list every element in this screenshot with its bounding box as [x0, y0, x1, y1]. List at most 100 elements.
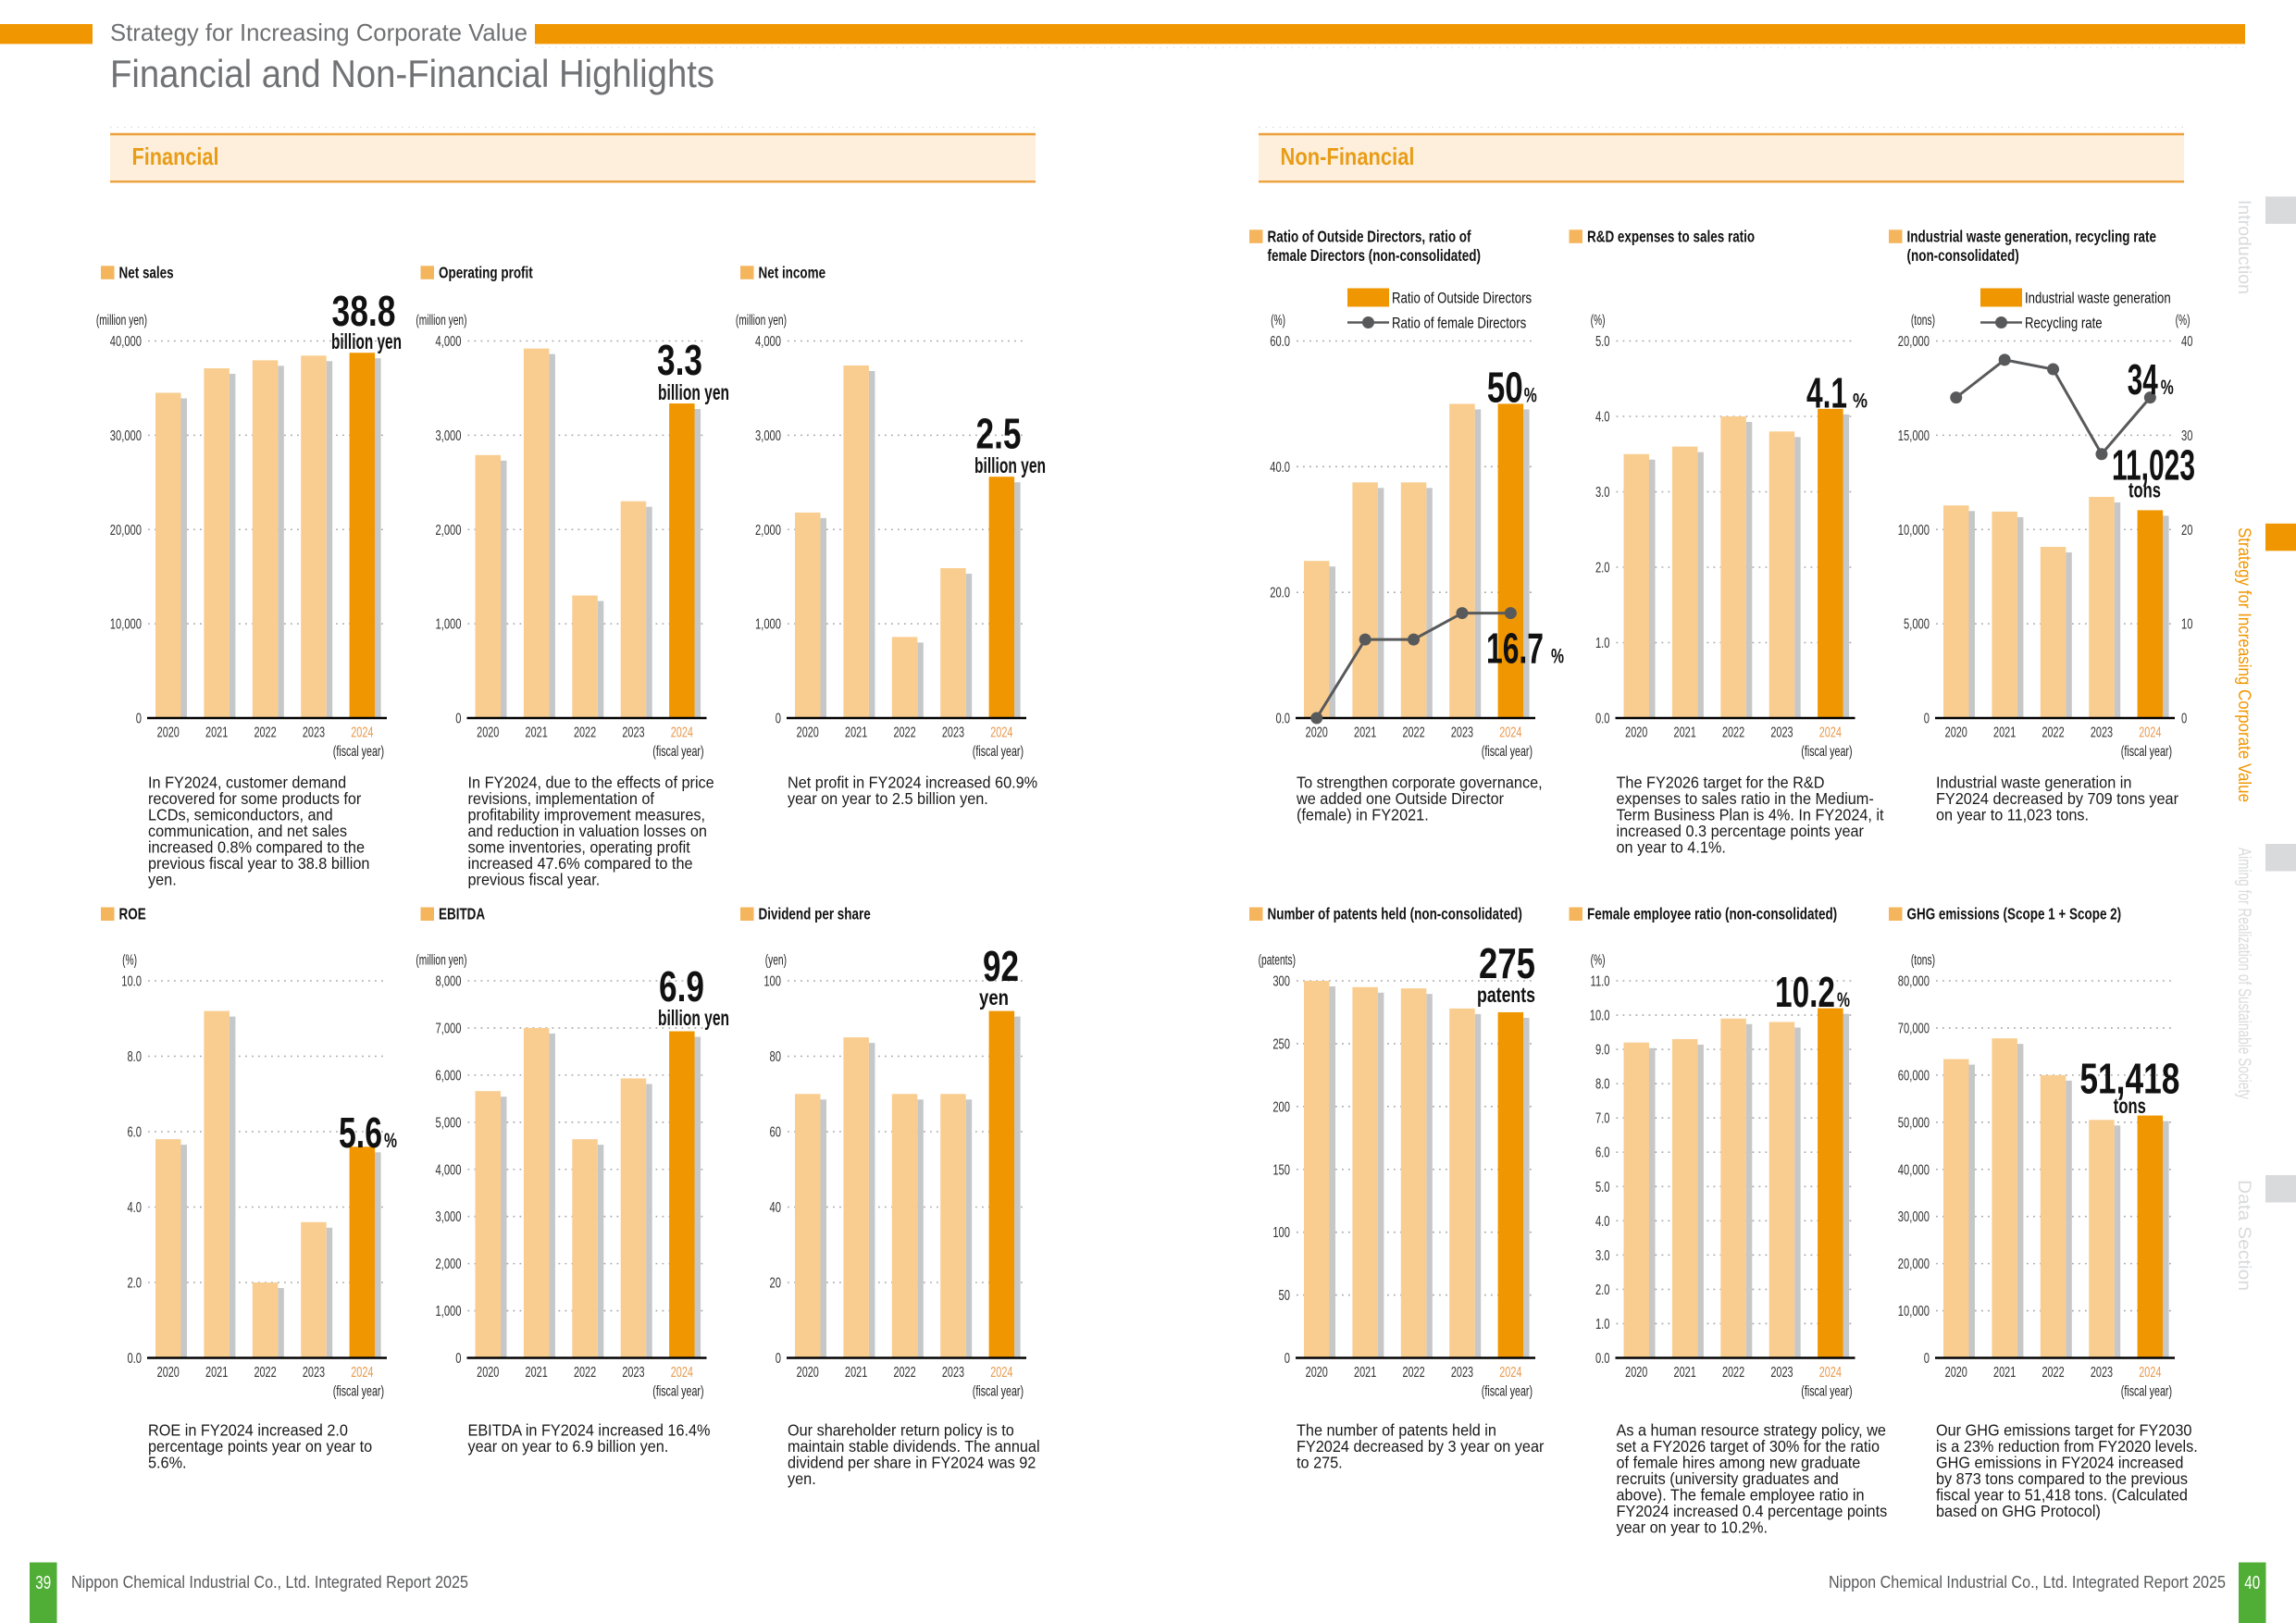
- svg-text:2024: 2024: [990, 724, 1013, 740]
- svg-text:2024: 2024: [990, 1364, 1013, 1381]
- svg-text:percentage points year on year: percentage points year on year to: [148, 1437, 372, 1456]
- svg-text:year on year to 2.5 billion ye: year on year to 2.5 billion yen.: [788, 789, 988, 808]
- svg-text:(patents): (patents): [1259, 951, 1296, 968]
- svg-text:2024: 2024: [671, 724, 694, 740]
- svg-text:0: 0: [776, 709, 781, 726]
- svg-text:40.0: 40.0: [1270, 458, 1290, 476]
- svg-text:dividend per share in FY2024 w: dividend per share in FY2024 was 92: [788, 1454, 1036, 1472]
- svg-text:10.0: 10.0: [1590, 1006, 1610, 1023]
- svg-text:2021: 2021: [526, 724, 548, 740]
- svg-text:2.0: 2.0: [1595, 558, 1610, 576]
- svg-text:8.0: 8.0: [1595, 1075, 1610, 1093]
- svg-text:2020: 2020: [477, 1364, 500, 1381]
- svg-text:2021: 2021: [205, 724, 228, 740]
- svg-text:150: 150: [1272, 1160, 1290, 1178]
- svg-text:40,000: 40,000: [110, 332, 142, 350]
- svg-text:0: 0: [776, 1349, 781, 1367]
- svg-text:(female) in FY2021.: (female) in FY2021.: [1297, 806, 1429, 824]
- svg-text:60.0: 60.0: [1270, 332, 1290, 350]
- svg-text:2022: 2022: [1722, 1364, 1744, 1381]
- svg-text:2023: 2023: [1451, 1364, 1473, 1381]
- svg-text:2022: 2022: [1722, 724, 1744, 740]
- svg-text:6.9: 6.9: [659, 962, 704, 1010]
- svg-text:2024: 2024: [1819, 724, 1843, 740]
- svg-text:40: 40: [2244, 1572, 2260, 1593]
- svg-text:year on year to 6.9 billion ye: year on year to 6.9 billion yen.: [468, 1437, 669, 1456]
- svg-text:2020: 2020: [1306, 1364, 1329, 1381]
- svg-text:3.3: 3.3: [657, 336, 702, 384]
- svg-text:2020: 2020: [157, 1364, 180, 1381]
- svg-text:2020: 2020: [157, 724, 180, 740]
- svg-text:%: %: [2161, 376, 2174, 399]
- svg-text:In FY2024, due to the effects: In FY2024, due to the effects of price: [468, 774, 714, 792]
- svg-text:increased 47.6% compared to th: increased 47.6% compared to the: [468, 854, 693, 873]
- svg-text:4.1: 4.1: [1806, 368, 1847, 416]
- svg-text:100: 100: [1272, 1223, 1290, 1241]
- svg-text:10,000: 10,000: [1898, 521, 1930, 539]
- svg-text:2021: 2021: [1674, 1364, 1696, 1381]
- svg-text:0: 0: [455, 709, 461, 726]
- svg-text:on year to 11,023 tons.: on year to 11,023 tons.: [1936, 806, 2089, 824]
- svg-text:2024: 2024: [2139, 1364, 2162, 1381]
- svg-text:tons: tons: [2114, 1094, 2146, 1118]
- svg-text:3,000: 3,000: [435, 427, 461, 444]
- svg-text:5,000: 5,000: [435, 1113, 461, 1131]
- svg-text:0: 0: [1285, 1349, 1290, 1367]
- svg-text:92: 92: [983, 942, 1019, 990]
- svg-text:patents: patents: [1477, 983, 1535, 1007]
- svg-text:2023: 2023: [1451, 724, 1473, 740]
- svg-text:2021: 2021: [1674, 724, 1696, 740]
- svg-text:revisions, implementation of: revisions, implementation of: [468, 789, 655, 808]
- svg-text:0: 0: [455, 1349, 461, 1367]
- svg-text:15,000: 15,000: [1898, 427, 1930, 444]
- svg-text:5.6: 5.6: [339, 1109, 382, 1157]
- svg-text:increased 0.3 percentage point: increased 0.3 percentage points year: [1617, 822, 1865, 840]
- svg-text:As a human resource strategy p: As a human resource strategy policy, we: [1617, 1421, 1886, 1440]
- svg-text:2020: 2020: [797, 724, 820, 740]
- svg-text:Data Section: Data Section: [2234, 1180, 2254, 1291]
- svg-text:to 275.: to 275.: [1297, 1454, 1343, 1472]
- svg-text:10: 10: [2181, 615, 2193, 633]
- svg-text:increased 0.8% compared to the: increased 0.8% compared to the: [148, 838, 365, 857]
- svg-text:5,000: 5,000: [1904, 615, 1930, 633]
- svg-text:40: 40: [2181, 332, 2193, 350]
- svg-text:2.0: 2.0: [1595, 1281, 1610, 1298]
- svg-text:2023: 2023: [2091, 1364, 2113, 1381]
- svg-text:Ratio of Outside Directors: Ratio of Outside Directors: [1392, 290, 1532, 307]
- svg-text:billion yen: billion yen: [331, 329, 402, 353]
- svg-text:(%): (%): [2176, 312, 2191, 328]
- svg-text:(million yen): (million yen): [736, 312, 787, 328]
- svg-text:20,000: 20,000: [1898, 332, 1930, 350]
- svg-text:Industrial waste generation in: Industrial waste generation in: [1936, 774, 2131, 792]
- svg-text:5.6%.: 5.6%.: [148, 1454, 187, 1472]
- svg-text:8,000: 8,000: [435, 972, 461, 989]
- svg-text:on year to 4.1%.: on year to 4.1%.: [1617, 838, 1726, 857]
- svg-text:(fiscal year): (fiscal year): [1482, 1383, 1533, 1399]
- svg-text:2022: 2022: [1402, 1364, 1424, 1381]
- svg-text:EBITDA in FY2024 increased 16.: EBITDA in FY2024 increased 16.4%: [468, 1421, 711, 1440]
- svg-text:communication, and net sales: communication, and net sales: [148, 822, 347, 840]
- svg-text:by 873 tons compared to the pr: by 873 tons compared to the previous: [1936, 1469, 2188, 1488]
- svg-text:2020: 2020: [1306, 724, 1329, 740]
- svg-text:above). The female employee ra: above). The female employee ratio in: [1617, 1486, 1865, 1505]
- svg-text:Ratio of Outside Directors, ra: Ratio of Outside Directors, ratio of: [1268, 229, 1472, 246]
- svg-text:EBITDA: EBITDA: [439, 906, 485, 923]
- svg-text:2021: 2021: [1993, 724, 2016, 740]
- svg-text:GHG emissions (Scope 1 + Scope: GHG emissions (Scope 1 + Scope 2): [1907, 906, 2122, 923]
- svg-text:1.0: 1.0: [1595, 1315, 1610, 1332]
- svg-text:2022: 2022: [893, 1364, 915, 1381]
- svg-text:(fiscal year): (fiscal year): [333, 743, 384, 759]
- svg-text:3.0: 3.0: [1595, 483, 1610, 501]
- svg-text:2024: 2024: [1499, 1364, 1522, 1381]
- svg-text:4,000: 4,000: [755, 332, 781, 350]
- svg-text:2023: 2023: [303, 1364, 325, 1381]
- svg-text:(fiscal year): (fiscal year): [2121, 743, 2172, 759]
- svg-text:The FY2026 target for the R&D: The FY2026 target for the R&D: [1617, 774, 1825, 792]
- svg-text:2021: 2021: [1354, 724, 1376, 740]
- svg-text:11,023: 11,023: [2112, 440, 2195, 489]
- svg-text:Net income: Net income: [759, 265, 826, 282]
- svg-text:0: 0: [136, 709, 142, 726]
- svg-text:2023: 2023: [622, 724, 644, 740]
- svg-text:2023: 2023: [303, 724, 325, 740]
- svg-text:2021: 2021: [526, 1364, 548, 1381]
